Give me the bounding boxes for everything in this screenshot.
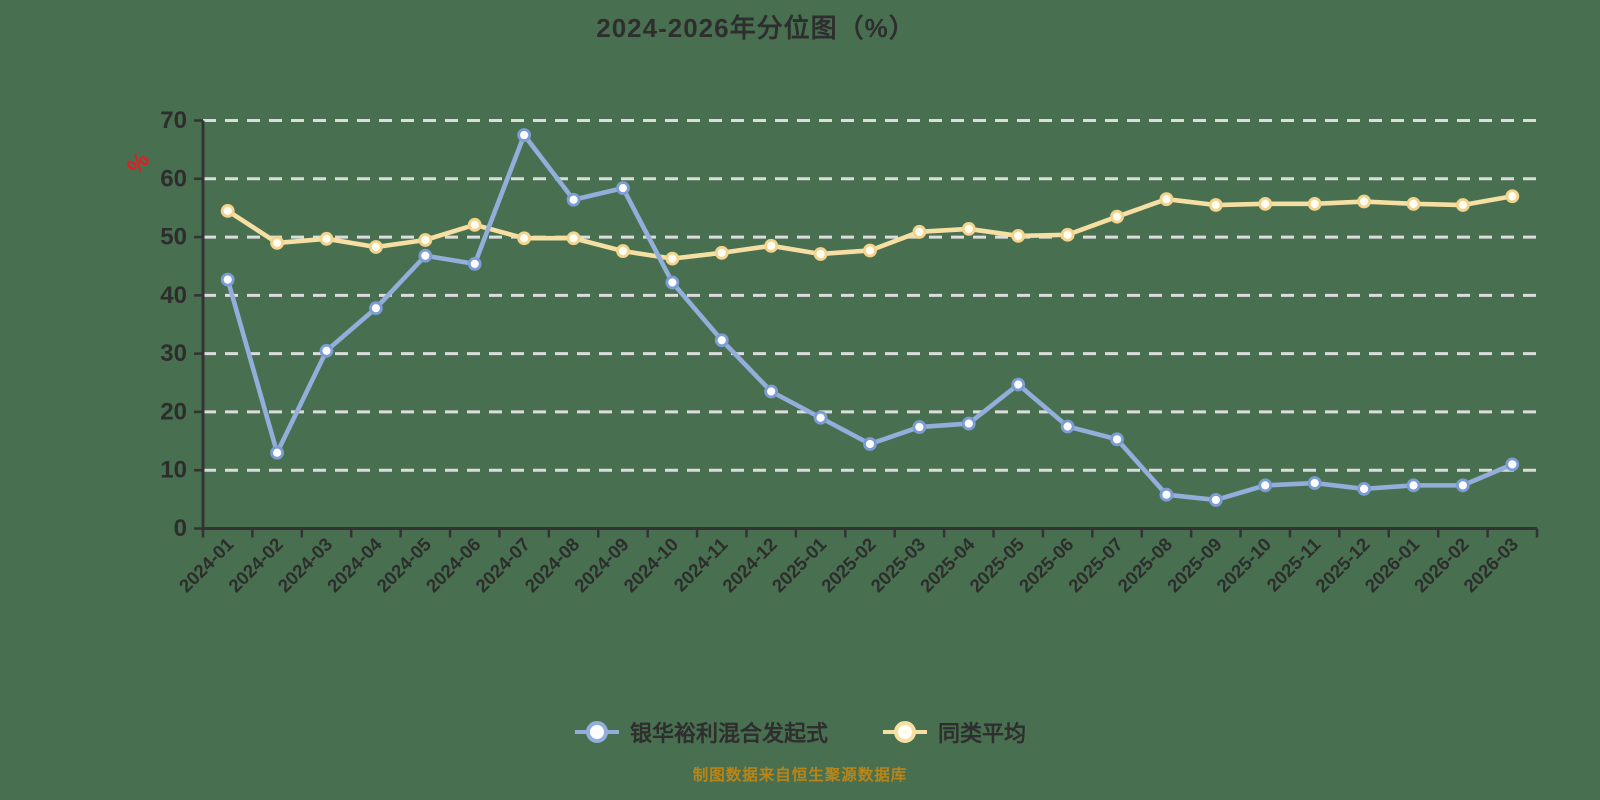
legend-item-average[interactable]: 同类平均 <box>882 716 1026 748</box>
svg-text:20: 20 <box>160 398 187 425</box>
svg-text:10: 10 <box>160 457 187 484</box>
svg-text:2024-10: 2024-10 <box>619 533 682 596</box>
legend-marker-average-icon <box>883 721 927 743</box>
svg-text:2025-10: 2025-10 <box>1212 533 1275 596</box>
legend-label-fund: 银华裕利混合发起式 <box>629 721 828 746</box>
legend: 银华裕利混合发起式 同类平均 <box>0 716 1600 748</box>
legend-label-average: 同类平均 <box>938 721 1027 746</box>
svg-text:30: 30 <box>160 340 187 367</box>
y-axis-unit-label: % <box>121 147 154 179</box>
x-tick-labels: 2024-012024-022024-032024-042024-052024-… <box>175 533 1522 596</box>
chart-title: 2024-2026年分位图（%） <box>596 13 916 43</box>
data-source-caption: 制图数据来自恒生聚源数据库 <box>692 767 908 784</box>
svg-text:50: 50 <box>160 224 187 251</box>
legend-item-fund[interactable]: 银华裕利混合发起式 <box>574 716 828 748</box>
svg-text:60: 60 <box>160 165 187 192</box>
svg-text:40: 40 <box>160 282 187 309</box>
y-tick-labels: 0 10 20 30 40 50 60 70 <box>160 107 187 542</box>
svg-text:70: 70 <box>160 107 187 134</box>
grid-lines <box>203 119 1537 472</box>
axes <box>194 119 1539 538</box>
legend-marker-fund-icon <box>574 721 619 743</box>
svg-text:2026-03: 2026-03 <box>1459 533 1522 596</box>
svg-text:0: 0 <box>174 515 187 542</box>
series-markers-1 <box>220 189 1520 266</box>
series-markers-0 <box>220 128 1520 507</box>
